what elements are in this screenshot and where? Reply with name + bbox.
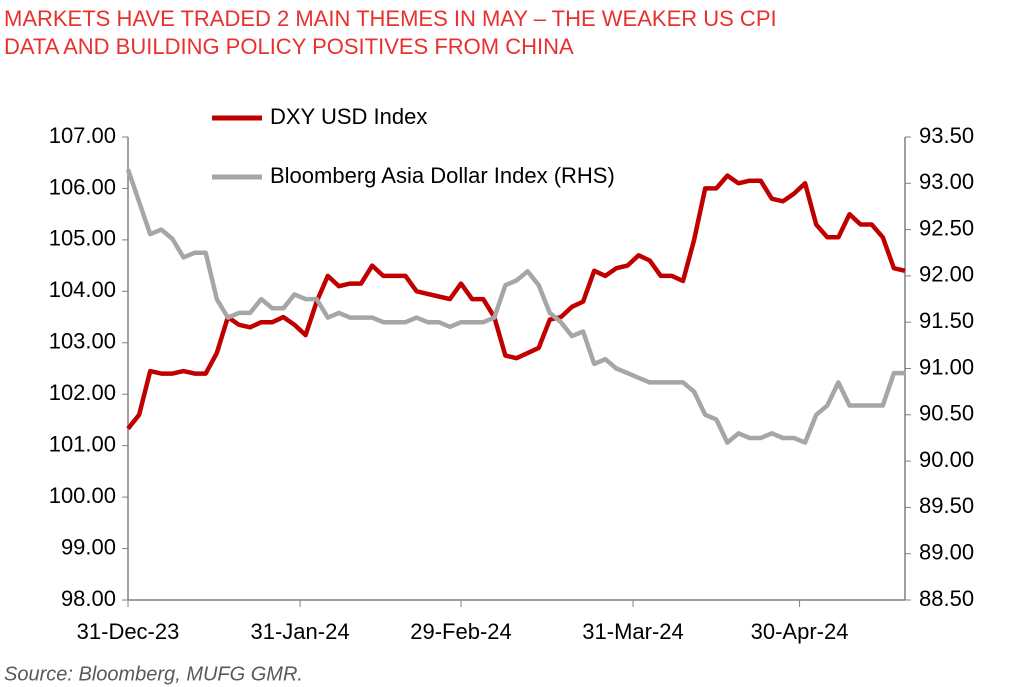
x-tick-label: 31-Dec-23 (77, 619, 180, 644)
source-note: Source: Bloomberg, MUFG GMR. (4, 663, 303, 685)
legend-label: DXY USD Index (270, 104, 427, 129)
x-tick-label: 30-Apr-24 (751, 619, 849, 644)
legend-label: Bloomberg Asia Dollar Index (RHS) (270, 163, 615, 188)
y2-tick-label: 92.00 (919, 262, 974, 287)
y-tick-label: 106.00 (49, 174, 116, 199)
y-tick-label: 98.00 (61, 586, 116, 611)
y2-tick-label: 92.50 (919, 215, 974, 240)
y-tick-label: 101.00 (49, 431, 116, 456)
chart-title: DATA AND BUILDING POLICY POSITIVES FROM … (4, 34, 574, 59)
y2-tick-label: 91.00 (919, 354, 974, 379)
x-tick-label: 31-Jan-24 (251, 619, 350, 644)
series-line (125, 168, 905, 445)
y-tick-label: 100.00 (49, 483, 116, 508)
x-tick-label: 31-Mar-24 (582, 619, 683, 644)
y-tick-label: 107.00 (49, 123, 116, 148)
y2-tick-label: 91.50 (919, 308, 974, 333)
y-tick-label: 103.00 (49, 329, 116, 354)
y2-tick-label: 89.50 (919, 493, 974, 518)
series-line (126, 173, 906, 431)
y2-tick-label: 90.50 (919, 401, 974, 426)
y2-tick-label: 88.50 (919, 586, 974, 611)
y-tick-label: 105.00 (49, 226, 116, 251)
x-tick-label: 29-Feb-24 (410, 619, 512, 644)
y2-tick-label: 89.00 (919, 540, 974, 565)
chart-title: MARKETS HAVE TRADED 2 MAIN THEMES IN MAY… (4, 6, 777, 31)
y-tick-label: 104.00 (49, 277, 116, 302)
y-tick-label: 99.00 (61, 534, 116, 559)
y-tick-label: 102.00 (49, 380, 116, 405)
y2-tick-label: 90.00 (919, 447, 974, 472)
y2-tick-label: 93.50 (919, 123, 974, 148)
y2-tick-label: 93.00 (919, 169, 974, 194)
